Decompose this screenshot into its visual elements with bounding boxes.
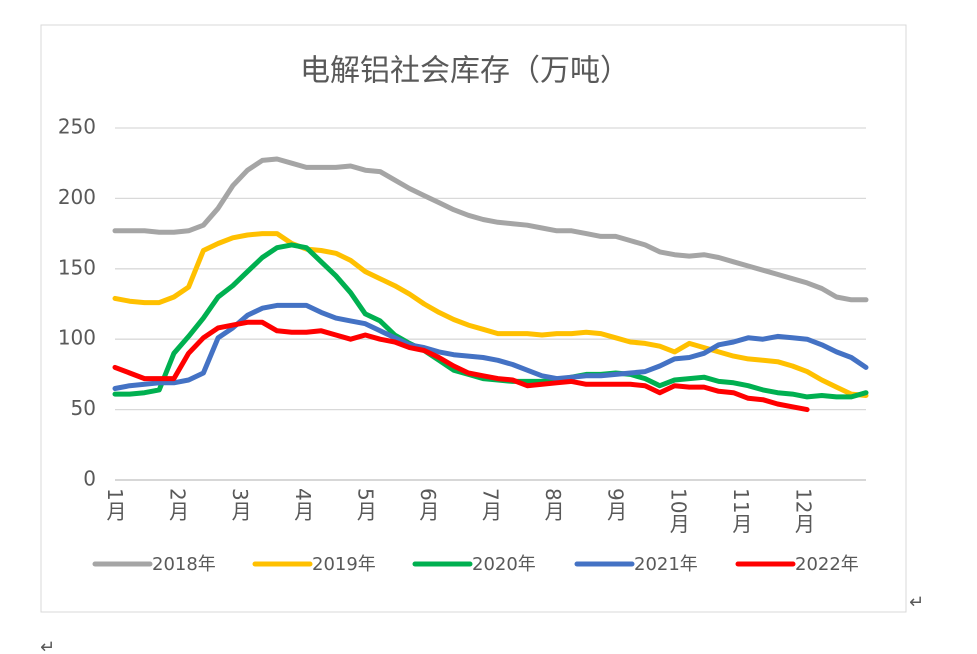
y-tick-label: 200 — [58, 185, 96, 209]
legend-label: 2018年 — [152, 554, 216, 575]
y-tick-label: 150 — [58, 255, 96, 279]
legend-label: 2019年 — [312, 554, 376, 575]
x-tick-label: 6月 — [416, 488, 440, 521]
x-tick-label: 2月 — [166, 488, 190, 521]
legend-label: 2020年 — [472, 554, 536, 575]
x-tick-label: 12月 — [791, 488, 815, 533]
chart-title: 电解铝社会库存（万吨） — [300, 54, 630, 89]
legend-label: 2021年 — [634, 554, 698, 575]
x-tick-label: 9月 — [604, 488, 628, 521]
series-line — [112, 231, 869, 398]
legend-label: 2022年 — [795, 554, 859, 575]
x-tick-label: 1月 — [103, 488, 127, 521]
x-tick-label: 7月 — [479, 488, 503, 521]
x-tick-label: 3月 — [228, 488, 252, 521]
y-tick-label: 0 — [83, 467, 96, 491]
y-tick-label: 100 — [58, 326, 96, 350]
y-tick-label: 50 — [71, 396, 96, 420]
x-tick-label: 8月 — [541, 488, 565, 521]
x-tick-label: 5月 — [353, 488, 377, 521]
paragraph-mark: ↵ — [909, 592, 924, 613]
x-tick-label: 4月 — [291, 488, 315, 521]
x-tick-label: 11月 — [729, 488, 753, 533]
series-line — [112, 156, 869, 303]
y-tick-label: 250 — [58, 115, 96, 139]
x-tick-label: 10月 — [666, 488, 690, 533]
paragraph-mark: ↵ — [40, 637, 55, 654]
chart-frame — [40, 24, 907, 613]
series-line — [112, 319, 810, 413]
